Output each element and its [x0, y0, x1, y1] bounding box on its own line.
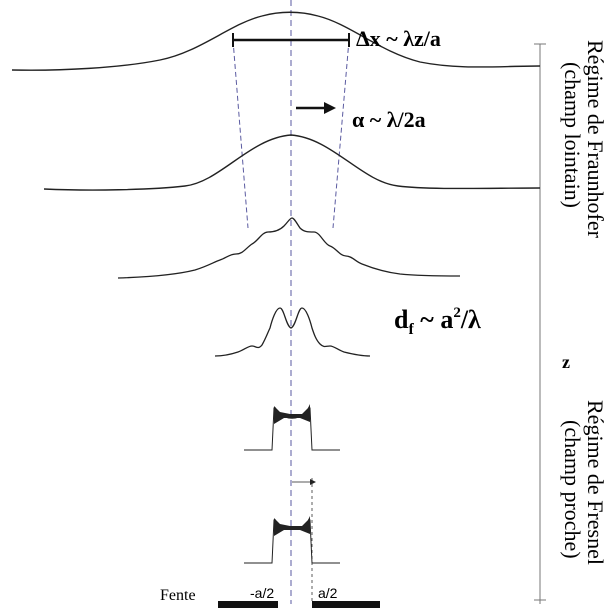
delta-x-label: Δx ~ λz/a	[356, 26, 441, 51]
plus-a-half-label: a/2	[318, 585, 338, 601]
fresnel-label-line2: (champ proche)	[560, 420, 585, 559]
envelope-left	[232, 39, 249, 229]
fraunhofer-label-line1: Régime de Fraunhofer	[583, 40, 604, 239]
slit-bar-left	[218, 601, 278, 608]
alpha-arrow-head	[324, 102, 336, 114]
z-axis-label: z	[562, 352, 570, 372]
df-label: df ~ a2/λ	[394, 305, 481, 338]
far-field-profile-1	[11, 11, 541, 71]
small-arrow-head	[310, 479, 316, 485]
fresnel-label-line1: Régime de Fresnel	[583, 400, 604, 565]
envelope-right	[332, 39, 350, 229]
far-field-profile-2	[43, 134, 541, 191]
intermediate-profile	[117, 217, 461, 279]
fraunhofer-label-line2: (champ lointain)	[560, 62, 585, 208]
near-field-oscillation-2	[274, 516, 310, 536]
fente-label: Fente	[160, 587, 196, 604]
slit-bar-right	[312, 601, 380, 608]
transition-profile	[214, 307, 371, 357]
minus-a-half-label: -a/2	[250, 585, 274, 601]
alpha-label: α ~ λ/2a	[352, 107, 426, 132]
near-field-oscillation-1	[274, 404, 310, 424]
